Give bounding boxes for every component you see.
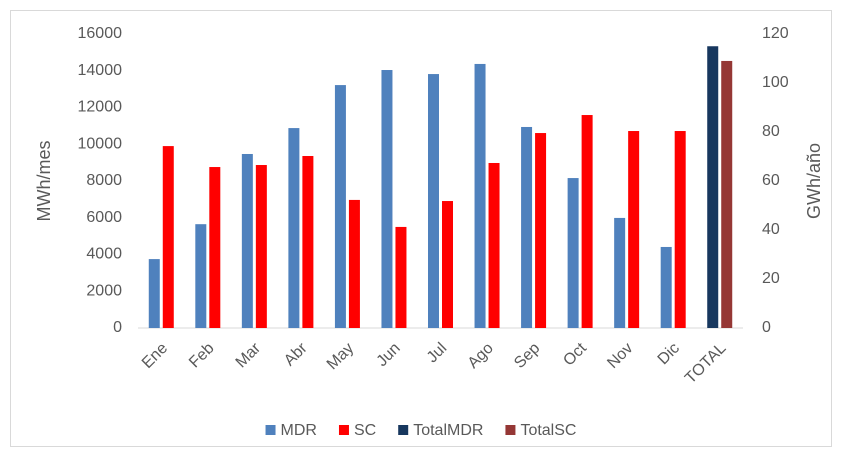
- bar: [162, 146, 174, 328]
- bar: [628, 131, 640, 328]
- legend-label: TotalMDR: [413, 422, 483, 439]
- bar: [148, 259, 160, 328]
- y-tick-label: 14000: [78, 62, 123, 79]
- y-tick-label: 6000: [86, 209, 122, 226]
- y-tick-label: 2000: [86, 282, 122, 299]
- bar: [334, 85, 346, 329]
- y-tick-label: 0: [113, 319, 122, 336]
- bar: [395, 226, 407, 328]
- y-tick-label: 16000: [78, 25, 123, 42]
- bar: [302, 156, 314, 328]
- bar: [707, 46, 719, 328]
- bar: [255, 165, 267, 328]
- legend-swatch: [265, 425, 276, 435]
- y2-tick-label: 0: [762, 319, 771, 336]
- bar: [209, 167, 221, 328]
- bar: [488, 162, 500, 328]
- y2-tick-label: 120: [762, 25, 789, 42]
- y2-axis-title: GWh/año: [804, 143, 824, 219]
- y2-tick-label: 20: [762, 270, 780, 287]
- bar: [674, 131, 686, 328]
- legend-swatch: [398, 425, 409, 435]
- chart-frame: [10, 10, 832, 447]
- bar: [442, 201, 453, 328]
- y-axis-title: MWh/mes: [34, 141, 54, 222]
- y-tick-label: 10000: [78, 135, 123, 152]
- bar: [428, 74, 439, 329]
- y2-tick-label: 40: [762, 221, 780, 238]
- bar: [241, 153, 253, 328]
- bar: [614, 217, 626, 328]
- y2-tick-label: 100: [762, 74, 789, 91]
- bar: [348, 199, 360, 328]
- bar: [581, 115, 593, 328]
- bar: [288, 128, 300, 328]
- legend-label: MDR: [281, 422, 317, 439]
- bar: [535, 133, 547, 328]
- y-tick-label: 12000: [78, 99, 123, 116]
- legend-swatch: [338, 425, 349, 435]
- y-tick-label: 8000: [86, 172, 122, 189]
- y2-tick-label: 60: [762, 172, 780, 189]
- bar: [721, 60, 733, 328]
- bar: [474, 63, 486, 329]
- bar: [381, 70, 393, 328]
- bar: [660, 246, 672, 328]
- y2-tick-label: 80: [762, 123, 780, 140]
- bar: [567, 178, 579, 328]
- bar: [521, 126, 533, 328]
- bar: [195, 224, 207, 328]
- legend-label: TotalSC: [520, 422, 576, 439]
- legend-label: SC: [354, 422, 376, 439]
- y-tick-label: 4000: [86, 246, 122, 263]
- legend-swatch: [505, 425, 516, 435]
